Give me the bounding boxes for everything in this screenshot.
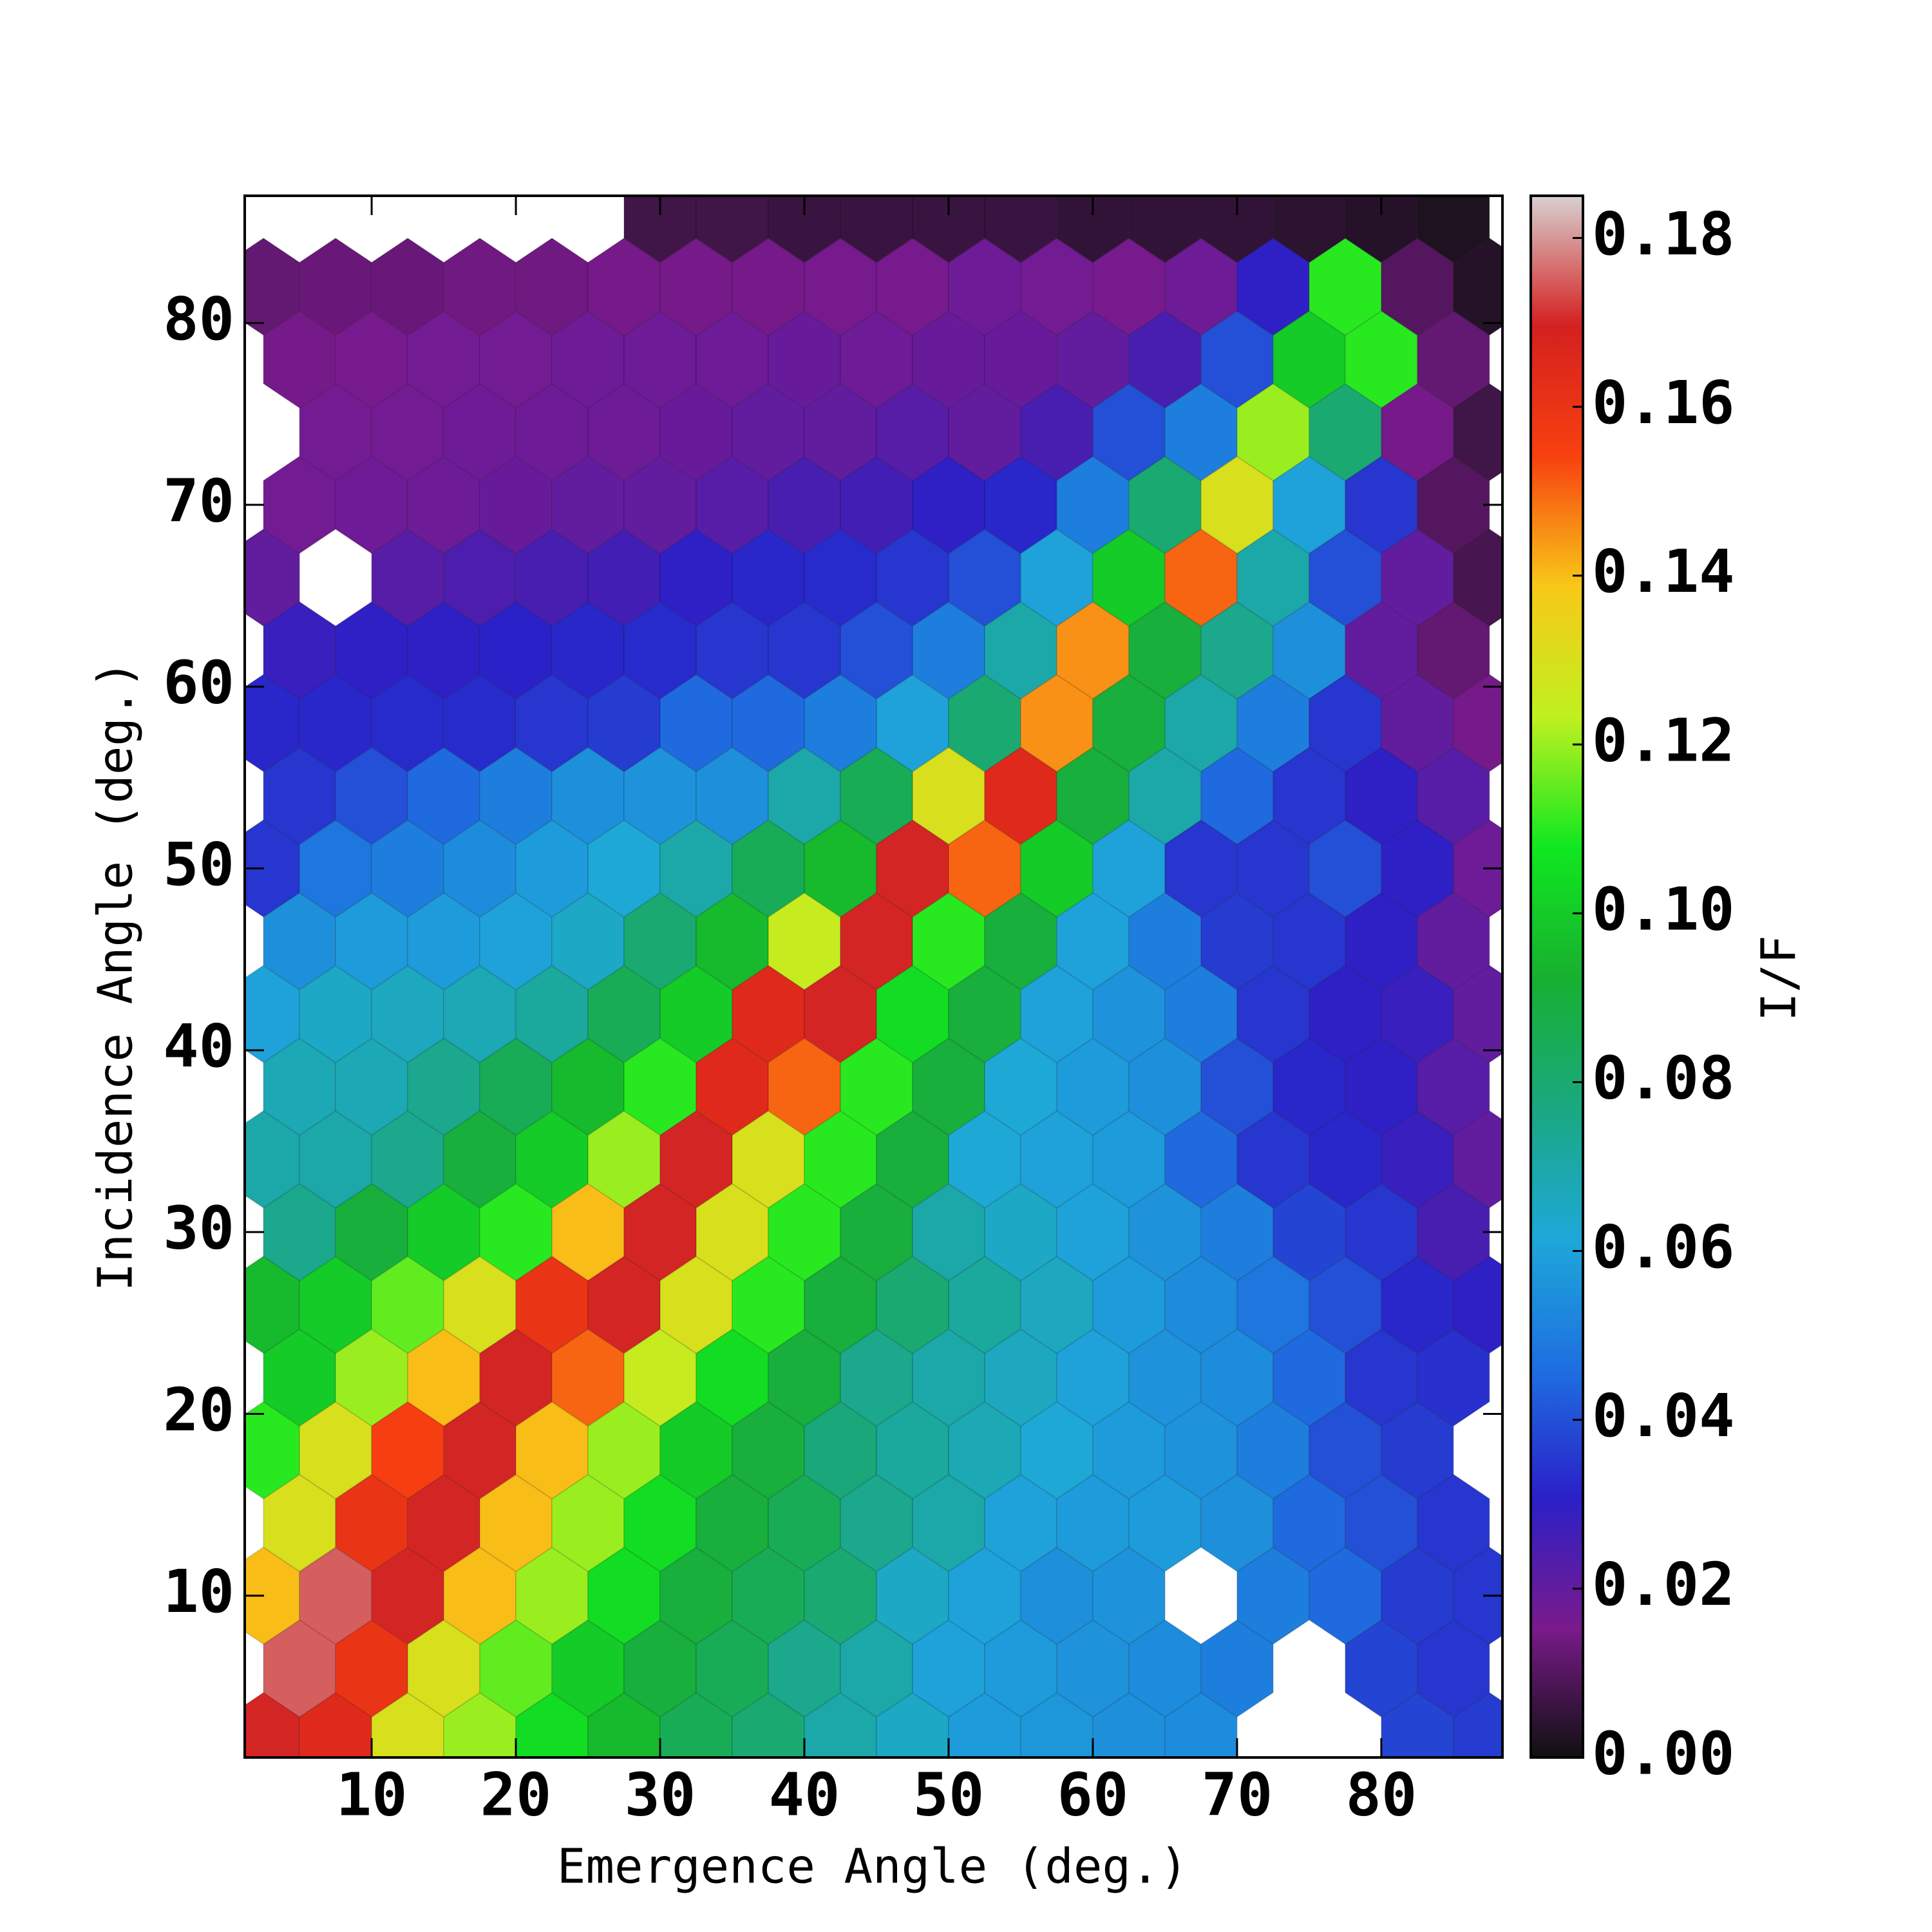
hex-bin — [1056, 196, 1130, 263]
colorbar-tick-label: 0.10 — [1592, 875, 1735, 944]
hex-bin — [623, 196, 697, 263]
y-tick-label: 50 — [163, 830, 234, 899]
x-tick-label: 30 — [625, 1760, 696, 1829]
hex-bin — [912, 196, 985, 263]
hex-bin — [1344, 196, 1418, 263]
x-axis-label: Emergence Angle (deg.) — [557, 1839, 1188, 1895]
colorbar-tick-label: 0.04 — [1592, 1381, 1735, 1450]
y-axis-label: Incidence Angle (deg.) — [88, 660, 144, 1291]
y-tick-label: 70 — [163, 466, 234, 535]
hex-bin — [768, 196, 841, 263]
colorbar-tick-label: 0.02 — [1592, 1550, 1735, 1619]
x-tick-label: 20 — [480, 1760, 552, 1829]
hex-bin — [1416, 196, 1490, 263]
colorbar-tick-label: 0.12 — [1592, 706, 1735, 775]
x-tick-label: 40 — [769, 1760, 840, 1829]
colorbar-tick-label: 0.08 — [1592, 1044, 1735, 1113]
x-tick-label: 70 — [1202, 1760, 1273, 1829]
hex-bin — [1272, 196, 1346, 263]
colorbar-tick-label: 0.16 — [1592, 368, 1735, 437]
x-tick-label: 80 — [1345, 1760, 1417, 1829]
x-tick-label: 50 — [913, 1760, 985, 1829]
hex-bin — [1128, 196, 1202, 263]
hex-bin — [1200, 196, 1274, 263]
colorbar-label: I/F — [1752, 935, 1807, 1021]
y-tick-label: 10 — [163, 1557, 234, 1626]
y-tick-label: 30 — [163, 1194, 234, 1263]
hex-bin — [696, 196, 769, 263]
plot-frame — [243, 194, 1504, 1759]
x-tick-label: 60 — [1057, 1760, 1129, 1829]
colorbar-tick-label: 0.00 — [1592, 1719, 1735, 1788]
x-tick-label: 10 — [336, 1760, 408, 1829]
y-tick-label: 20 — [163, 1376, 234, 1444]
colorbar-tick-label: 0.06 — [1592, 1213, 1735, 1282]
hexbin-area — [245, 196, 1502, 1757]
colorbar — [1530, 194, 1584, 1759]
colorbar-tick-label: 0.14 — [1592, 537, 1735, 606]
hex-bin — [840, 196, 913, 263]
hex-bin — [984, 196, 1057, 263]
y-tick-label: 60 — [163, 649, 234, 717]
y-tick-label: 80 — [163, 285, 234, 354]
y-tick-label: 40 — [163, 1012, 234, 1081]
colorbar-tick-label: 0.18 — [1592, 200, 1735, 269]
